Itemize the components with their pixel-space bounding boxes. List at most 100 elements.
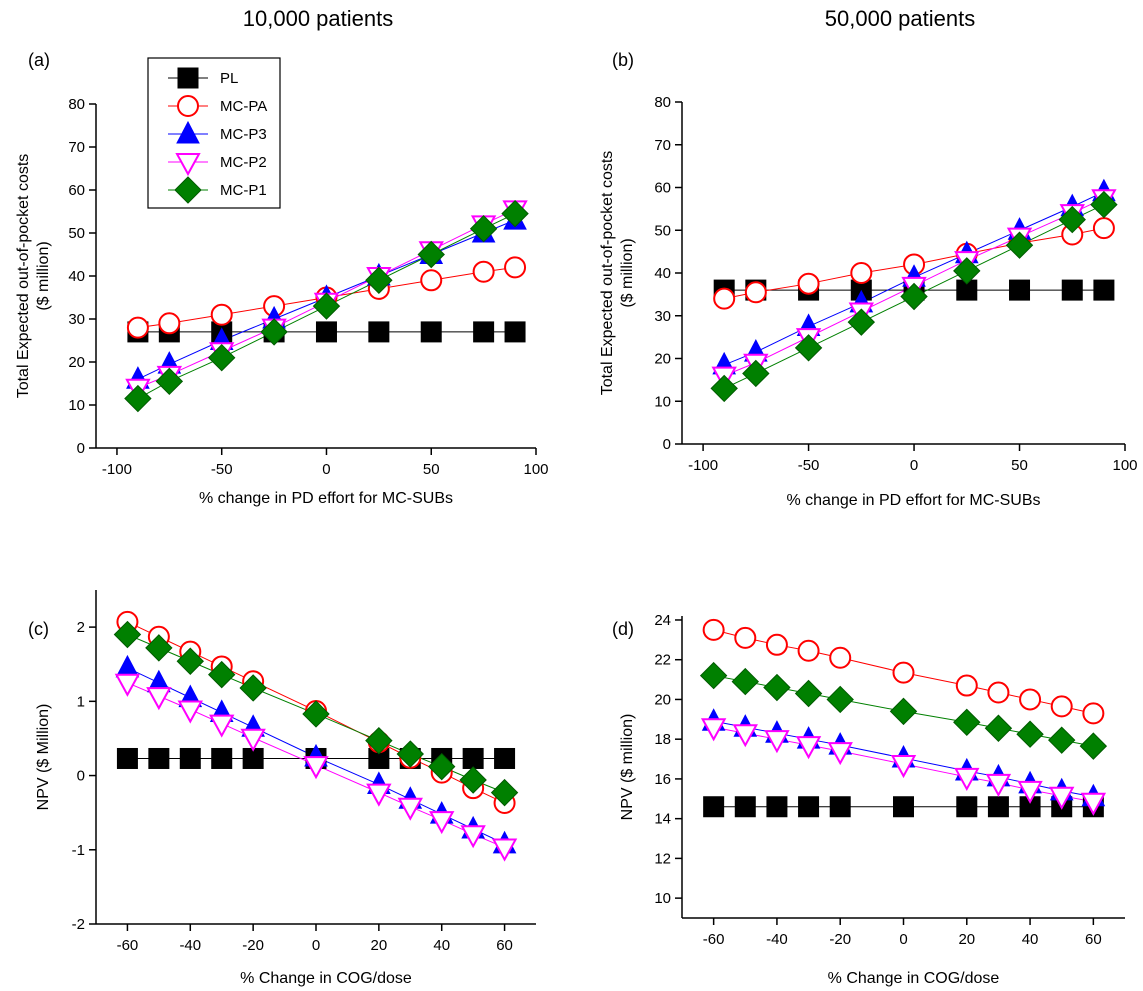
data-point [699, 661, 728, 690]
legend-item: MC-P3 [168, 120, 267, 144]
column-title-right: 50,000 patients [824, 6, 976, 31]
data-point [239, 674, 267, 702]
x-tick-label: 50 [423, 461, 440, 478]
legend-marker [177, 95, 199, 117]
data-point [763, 673, 791, 702]
x-tick-label: -50 [798, 457, 820, 474]
data-point [764, 730, 790, 754]
data-point [504, 256, 527, 279]
data-point [1058, 205, 1086, 234]
markers-mc-p3 [115, 654, 517, 854]
data-point [420, 269, 443, 292]
data-point [732, 724, 758, 748]
data-point [1019, 688, 1042, 711]
data-point [1049, 786, 1075, 810]
panel-letter: (a) [28, 50, 50, 70]
panel-d: (d) 10 12 14 16 18 20 22 24 -60 -40 -20 0 20 40 60 % Cha… [612, 612, 1125, 987]
x-tick-label: -60 [703, 931, 725, 948]
data-point [208, 343, 236, 372]
data-point [794, 334, 823, 362]
x-tick-label: 100 [523, 461, 548, 478]
data-point [1080, 792, 1107, 816]
y-tick-label: 18 [654, 731, 671, 748]
y-tick-label: 40 [68, 268, 85, 285]
data-point [490, 778, 519, 807]
y-axis-title-line: NPV ($ million) [619, 714, 636, 821]
markers-mc-pa [702, 618, 1105, 725]
panel-letter: (b) [612, 50, 634, 70]
data-point [1092, 217, 1115, 240]
y-tick-label: 1 [77, 693, 85, 710]
x-axis-title: % Change in COG/dose [240, 970, 412, 987]
data-point [303, 756, 329, 780]
x-tick-label: -20 [242, 937, 264, 954]
x-axis-title: % change in PD effort for MC-SUBs [786, 492, 1040, 509]
data-point [428, 752, 456, 781]
panel-a: (a) 0 10 20 30 40 50 60 70 80 -100 -50 0 50 100 % chang… [15, 50, 549, 507]
data-point [985, 773, 1012, 797]
data-point [1017, 780, 1043, 804]
data-point [148, 747, 170, 769]
y-tick-label: 30 [654, 308, 671, 325]
y-axis-title-line: Total Expected out-of-pocket costs [599, 151, 616, 396]
data-point [494, 747, 516, 769]
x-tick-label: -40 [179, 937, 201, 954]
data-point [420, 321, 442, 343]
markers-mc-p1 [699, 661, 1108, 760]
data-point [703, 796, 725, 818]
data-point [1079, 732, 1108, 760]
y-tick-label: 14 [654, 811, 671, 828]
y-tick-label: 10 [68, 397, 85, 414]
legend-marker [175, 153, 201, 177]
y-tick-label: 0 [77, 440, 85, 457]
panel-letter: (d) [612, 619, 634, 639]
legend-label: PL [220, 70, 238, 87]
data-point [1093, 279, 1115, 301]
data-point [893, 796, 914, 818]
data-point [504, 321, 526, 343]
y-tick-label: 60 [654, 180, 671, 197]
legend-item: MC-P2 [168, 153, 267, 177]
data-point [829, 796, 851, 818]
data-point [1061, 279, 1083, 301]
data-point [417, 240, 445, 269]
data-point [765, 633, 788, 656]
y-axis-title-line: Total Expected out-of-pocket costs [15, 154, 32, 399]
y-tick-label: 50 [68, 225, 85, 242]
data-point [1009, 279, 1031, 301]
data-point [179, 747, 201, 769]
y-tick-label: 22 [654, 652, 671, 669]
y-axis-title-line: NPV ($ Million) [35, 704, 52, 811]
data-point [155, 367, 184, 396]
x-tick-label: 60 [1085, 931, 1102, 948]
data-point [396, 740, 424, 768]
data-point [501, 199, 529, 228]
data-point [210, 303, 233, 326]
x-tick-label: 40 [433, 937, 450, 954]
legend-item: MC-P1 [168, 176, 267, 204]
data-point [366, 783, 392, 807]
y-tick-label: 70 [654, 137, 671, 154]
markers-mc-pa [126, 256, 527, 339]
x-tick-label: -100 [102, 461, 132, 478]
data-point [1050, 695, 1073, 718]
x-tick-label: -100 [688, 457, 718, 474]
x-tick-label: 0 [899, 931, 907, 948]
data-point [209, 714, 235, 738]
data-point [1005, 231, 1034, 259]
data-point [987, 681, 1010, 704]
panel-c: (c) -2 -1 0 1 2 -60 -40 -20 0 20 40 60 % Change in CO… [28, 590, 536, 987]
data-point [702, 618, 725, 641]
data-point [473, 321, 495, 343]
data-point [312, 292, 341, 320]
data-point [890, 755, 917, 779]
data-point [126, 316, 149, 339]
y-tick-label: 0 [77, 768, 85, 785]
y-tick-label: 80 [654, 94, 671, 111]
markers-mc-p2 [700, 718, 1107, 816]
x-tick-label: -20 [829, 931, 851, 948]
data-point [797, 272, 820, 295]
x-axis-title: % Change in COG/dose [828, 970, 1000, 987]
x-tick-label: 0 [312, 937, 320, 954]
x-axis-title: % change in PD effort for MC-SUBs [199, 490, 453, 507]
